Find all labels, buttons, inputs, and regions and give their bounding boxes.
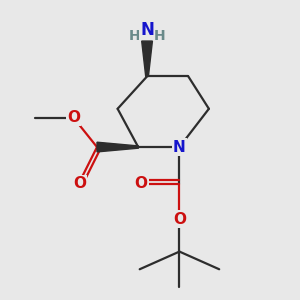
- Text: H: H: [129, 29, 140, 43]
- Polygon shape: [97, 142, 138, 152]
- Text: N: N: [140, 21, 154, 39]
- Polygon shape: [142, 41, 152, 76]
- Text: O: O: [173, 212, 186, 227]
- Text: O: O: [73, 176, 86, 191]
- Text: H: H: [154, 29, 165, 43]
- Text: N: N: [173, 140, 186, 154]
- Text: O: O: [135, 176, 148, 191]
- Text: O: O: [67, 110, 80, 125]
